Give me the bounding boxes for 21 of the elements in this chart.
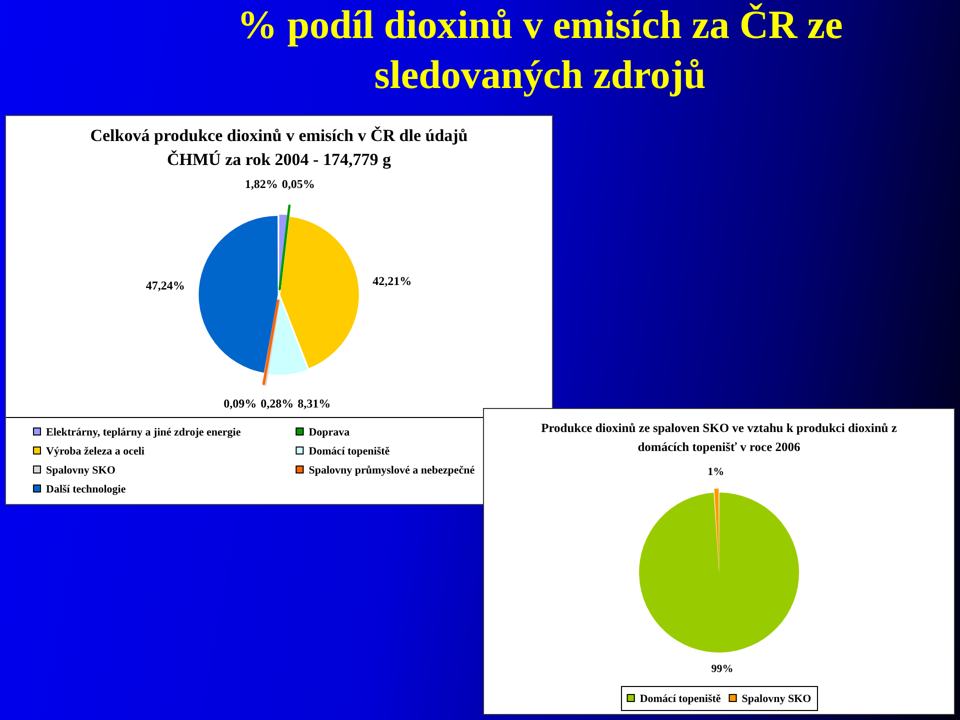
data-label: 0,09% [224, 396, 257, 411]
legend-label: Domácí topeniště [640, 692, 721, 705]
data-label: 47,24% [146, 278, 185, 292]
data-label: 1% [708, 466, 724, 478]
chart-title: % podíl dioxinů v emisích za ČR ze sledovaných zdrojů [236, 1, 844, 99]
legend-label: Domácí topeniště [308, 445, 390, 458]
legend-label: Další technologie [46, 483, 126, 496]
data-label: 8,31% [298, 396, 331, 411]
data-label: 99% [711, 662, 734, 675]
legend-label: Elektrárny, teplárny a jiné zdroje energie [46, 426, 241, 438]
data-label: 0,28% [260, 396, 294, 411]
data-label: 0,05% [282, 176, 315, 191]
chart-title: Produkce dioxinů ze spaloven SKO ve vztahu k produkci dioxinů z domácích topenišť v roce 2006 [540, 420, 898, 456]
legend-label: Spalovny průmyslové a nebezpečné [308, 464, 475, 476]
legend-label: Výroba železa a oceli [46, 445, 144, 458]
legend-label: Doprava [308, 426, 350, 438]
legend-label: Spalovny SKO [742, 692, 812, 705]
data-label: 1,82% [244, 176, 278, 191]
data-label: 42,21% [372, 274, 412, 288]
chart-subtitle: Celková produkce dioxinů v emisích v ČR dle údajů ČHMÚ za rok 2004 - 174,779 g [89, 125, 469, 171]
legend-label: Spalovny SKO [46, 464, 116, 476]
